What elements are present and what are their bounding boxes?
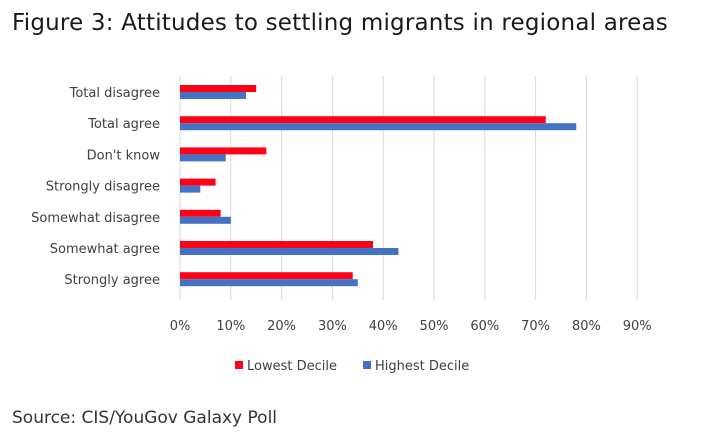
bar-highest-decile <box>180 279 358 287</box>
legend-swatch-highest-decile <box>363 361 371 369</box>
legend-label-lowest-decile: Lowest Decile <box>247 359 337 374</box>
x-tick-label: 40% <box>369 319 398 334</box>
x-tick-label: 60% <box>470 319 499 334</box>
x-tick-label: 0% <box>170 319 191 334</box>
bar-lowest-decile <box>180 209 221 217</box>
x-tick-label: 10% <box>216 319 245 334</box>
legend-label-highest-decile: Highest Decile <box>375 359 469 374</box>
category-label: Total disagree <box>69 86 160 101</box>
bar-lowest-decile <box>180 116 546 124</box>
x-tick-labels: 0% 10% 20% 30% 40% 50% 60% 70% 80% 90% <box>170 319 652 334</box>
bar-chart: Total disagree Total agree Don't know Stron… <box>31 76 652 374</box>
bar-highest-decile <box>180 92 247 99</box>
x-tick-label: 70% <box>521 319 550 334</box>
gridlines <box>179 76 638 300</box>
legend: Lowest Decile Highest Decile <box>235 359 469 374</box>
category-label: Somewhat disagree <box>31 211 160 226</box>
x-tick-label: 80% <box>572 319 601 334</box>
category-label: Total agree <box>87 117 160 132</box>
bar-lowest-decile <box>180 178 216 186</box>
x-tick-label: 90% <box>623 319 652 334</box>
bars <box>180 85 577 287</box>
category-label: Somewhat agree <box>50 242 160 257</box>
bar-lowest-decile <box>180 147 267 155</box>
category-label: Don't know <box>87 148 161 163</box>
x-tick-label: 20% <box>267 319 296 334</box>
bar-highest-decile <box>180 216 231 224</box>
legend-swatch-lowest-decile <box>235 361 243 369</box>
category-labels: Total disagree Total agree Don't know Stron… <box>31 86 160 288</box>
source-note: Source: CIS/YouGov Galaxy Poll <box>12 408 278 428</box>
bar-lowest-decile <box>180 85 257 92</box>
x-tick-label: 30% <box>318 319 347 334</box>
category-label: Strongly disagree <box>46 180 160 195</box>
x-tick-label: 50% <box>420 319 449 334</box>
bar-highest-decile <box>180 248 399 255</box>
bar-highest-decile <box>180 123 577 131</box>
bar-lowest-decile <box>180 272 353 280</box>
category-label: Strongly agree <box>64 273 160 288</box>
bar-highest-decile <box>180 185 201 193</box>
figure-title: Figure 3: Attitudes to settling migrants… <box>12 10 668 36</box>
bar-highest-decile <box>180 154 226 162</box>
bar-lowest-decile <box>180 241 374 248</box>
